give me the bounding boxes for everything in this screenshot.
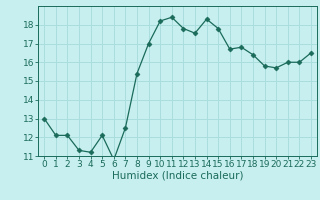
X-axis label: Humidex (Indice chaleur): Humidex (Indice chaleur) [112,171,243,181]
